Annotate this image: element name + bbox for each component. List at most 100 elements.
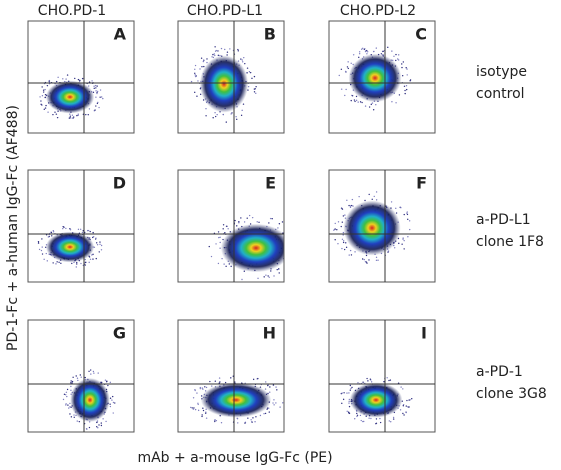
panel [190, 46, 257, 123]
event-dot [66, 74, 69, 76]
event-dot [84, 261, 87, 264]
event-dot [217, 54, 220, 57]
event-dot [88, 261, 90, 264]
event-dot [226, 51, 229, 53]
panel-letter: B [264, 25, 276, 44]
event-dot [350, 99, 352, 102]
row-label: isotype [476, 64, 527, 80]
event-dot [265, 274, 267, 276]
event-dot [397, 59, 400, 61]
event-dot [37, 241, 40, 243]
event-dot [201, 414, 203, 416]
event-dot [393, 247, 396, 249]
event-dot [76, 261, 78, 264]
density-blob [45, 231, 95, 263]
event-dot [95, 105, 97, 107]
event-dot [360, 48, 363, 50]
event-dot [340, 88, 343, 90]
event-dot [290, 255, 291, 256]
event-dot [299, 239, 300, 240]
event-dot [73, 414, 75, 416]
event-dot [56, 116, 59, 119]
event-dot [276, 268, 278, 271]
event-dot [114, 402, 116, 404]
event-dot [401, 74, 404, 77]
density-blob [349, 382, 403, 418]
event-dot [197, 403, 199, 406]
event-dot [203, 65, 205, 68]
panel [39, 74, 104, 120]
event-dot [89, 369, 92, 371]
event-dot [91, 254, 93, 256]
event-dot [247, 85, 250, 88]
event-dot [368, 417, 370, 419]
event-dot [62, 227, 64, 230]
event-dot [40, 249, 43, 252]
event-dot [375, 422, 378, 424]
event-dot [98, 424, 100, 426]
event-dot [93, 87, 95, 90]
event-dot [56, 261, 58, 263]
event-dot [268, 276, 270, 278]
event-dot [244, 62, 246, 65]
event-dot [343, 392, 345, 394]
event-dot [300, 236, 301, 237]
event-dot [350, 387, 352, 390]
event-dot [344, 214, 346, 216]
event-dot [65, 404, 67, 406]
event-dot [237, 422, 239, 424]
event-dot [105, 380, 108, 383]
event-dot [100, 244, 103, 247]
event-dot [395, 207, 397, 210]
event-dot [237, 50, 240, 52]
event-dot [226, 54, 228, 56]
event-dot [230, 113, 232, 115]
event-dot [346, 392, 348, 394]
event-dot [231, 112, 233, 114]
panel-letter: A [114, 25, 127, 44]
row-label: a-PD-1 [476, 364, 523, 380]
event-dot [92, 258, 94, 260]
event-dot [402, 238, 404, 240]
event-dot [370, 417, 372, 420]
event-dot [79, 79, 81, 82]
event-dot [357, 382, 359, 384]
event-dot [379, 417, 381, 420]
event-dot [357, 101, 359, 103]
event-dot [373, 195, 375, 198]
event-dot [402, 388, 404, 390]
event-dot [380, 53, 383, 55]
event-dot [55, 263, 57, 265]
event-dot [269, 217, 272, 220]
event-dot [411, 397, 413, 400]
panel-letter: H [263, 324, 276, 343]
row-label: a-PD-L1 [476, 212, 531, 228]
event-dot [224, 232, 226, 234]
event-dot [60, 262, 62, 265]
event-dot [334, 222, 336, 225]
event-dot [69, 413, 71, 415]
event-dot [45, 104, 47, 107]
event-dot [77, 228, 80, 231]
event-dot [215, 419, 218, 422]
event-dot [341, 392, 343, 394]
event-dot [40, 100, 42, 102]
event-dot [346, 199, 348, 201]
event-dot [95, 237, 97, 239]
event-dot [81, 77, 84, 80]
event-dot [194, 74, 196, 76]
event-dot [66, 388, 69, 391]
event-dot [391, 101, 393, 103]
event-dot [47, 111, 49, 113]
event-dot [62, 398, 65, 401]
event-dot [337, 243, 339, 245]
event-dot [361, 101, 363, 104]
event-dot [55, 113, 58, 115]
event-dot [286, 224, 287, 225]
event-dot [351, 198, 354, 201]
event-dot [225, 121, 227, 123]
event-dot [86, 229, 89, 232]
event-dot [222, 228, 224, 230]
event-dot [214, 46, 216, 48]
